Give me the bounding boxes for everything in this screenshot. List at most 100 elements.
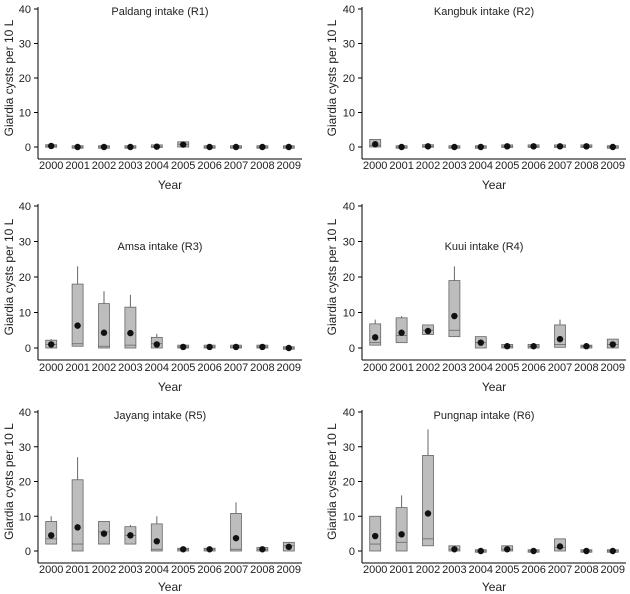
box-mean-dot — [285, 543, 292, 551]
box-mean-dot — [583, 343, 590, 350]
x-tick-label: 2006 — [521, 564, 545, 576]
x-tick-label: 2006 — [197, 160, 221, 172]
y-tick-label: 30 — [343, 237, 355, 249]
box-2000 — [369, 515, 382, 552]
box-mean-dot — [232, 143, 240, 151]
y-axis-label: Giardia cysts per 10 L — [2, 19, 16, 136]
box-2004 — [150, 516, 163, 552]
x-tick-label: 2000 — [39, 564, 63, 576]
y-tick-label: 30 — [19, 39, 31, 51]
x-tick-label: 2005 — [495, 564, 519, 576]
box-mean-dot — [556, 543, 564, 550]
box-2001 — [71, 457, 84, 552]
x-tick-label: 2009 — [601, 362, 625, 374]
box-mean-dot — [153, 143, 160, 150]
box-mean-dot — [504, 343, 511, 350]
box-2002 — [98, 521, 110, 545]
box-2001 — [395, 495, 408, 552]
box-2003 — [124, 143, 137, 151]
x-tick-label: 2002 — [92, 564, 116, 576]
box-2002 — [422, 324, 434, 335]
box-2002 — [98, 143, 110, 151]
box-2005 — [177, 141, 190, 148]
box-mean-dot — [206, 343, 213, 351]
box-iqr — [150, 523, 163, 552]
box-2007 — [230, 143, 242, 151]
x-tick-label: 2009 — [277, 564, 301, 576]
box-mean-dot — [100, 530, 108, 537]
x-tick-label: 2003 — [442, 564, 466, 576]
box-2004 — [474, 143, 487, 151]
box-2004 — [474, 336, 487, 349]
box-iqr — [124, 306, 137, 349]
x-tick-label: 2008 — [574, 564, 598, 576]
box-mean-dot — [127, 143, 134, 151]
box-mean-dot — [153, 538, 160, 545]
x-axis-label: Year — [158, 580, 182, 594]
box-2008 — [580, 143, 593, 150]
box-mean-dot — [206, 143, 213, 151]
x-tick-label: 2005 — [171, 564, 195, 576]
chart-title: Kuui intake (R4) — [445, 241, 524, 253]
chart-panel: 0 10 20 30 40 Amsa intake (R3) Giardia cysts p… — [2, 201, 302, 394]
box-mean-dot — [451, 143, 458, 151]
box-2008 — [580, 547, 593, 555]
x-tick-label: 2005 — [171, 160, 195, 172]
y-tick-label: 20 — [19, 73, 31, 85]
x-tick-label: 2000 — [363, 362, 387, 374]
y-axis-label: Giardia cysts per 10 L — [2, 218, 16, 335]
box-2007 — [554, 143, 566, 150]
x-tick-label: 2004 — [145, 362, 169, 374]
box-2003 — [448, 143, 461, 151]
x-tick-label: 2006 — [521, 160, 545, 172]
box-mean-dot — [504, 143, 511, 150]
x-tick-label: 2008 — [574, 160, 598, 172]
box-2004 — [150, 143, 163, 150]
x-tick-label: 2007 — [224, 362, 248, 374]
box-mean-dot — [372, 141, 379, 148]
x-tick-label: 2008 — [250, 160, 274, 172]
box-2009 — [282, 344, 295, 352]
y-tick-label: 10 — [19, 511, 31, 523]
box-2006 — [527, 143, 540, 150]
x-tick-label: 2002 — [416, 362, 440, 374]
box-mean-dot — [259, 343, 266, 351]
box-mean-dot — [259, 143, 266, 151]
y-tick-label: 10 — [19, 308, 31, 320]
box-mean-dot — [100, 329, 108, 336]
x-tick-label: 2007 — [224, 564, 248, 576]
y-tick-label: 0 — [349, 142, 355, 154]
y-tick-label: 30 — [343, 39, 355, 51]
y-tick-label: 40 — [19, 4, 31, 16]
box-mean-dot — [530, 143, 537, 150]
x-axis-label: Year — [158, 178, 182, 192]
chart-panel: 0 10 20 30 40 Jayang intake (R5) Giardia cysts… — [2, 407, 302, 594]
x-tick-label: 2000 — [363, 160, 387, 172]
box-mean-dot — [424, 327, 432, 335]
chart-title: Pungnap intake (R6) — [434, 410, 535, 422]
box-2003 — [448, 266, 461, 338]
box-mean-dot — [232, 343, 240, 351]
x-tick-label: 2007 — [548, 160, 572, 172]
box-2007 — [230, 502, 242, 552]
box-2000 — [369, 139, 382, 148]
box-2009 — [606, 143, 619, 151]
box-mean-dot — [556, 335, 564, 343]
chart-title: Paldang intake (R1) — [111, 6, 208, 18]
box-mean-dot — [206, 546, 213, 553]
box-mean-dot — [398, 329, 405, 336]
x-axis-label: Year — [158, 380, 182, 394]
box-2008 — [580, 343, 593, 350]
y-tick-label: 20 — [343, 272, 355, 284]
chart-panel: 0 10 20 30 40 Pungnap intake (R6) Giardia cyst… — [325, 407, 626, 594]
box-mean-dot — [180, 546, 187, 553]
x-tick-label: 2000 — [363, 564, 387, 576]
x-tick-label: 2006 — [197, 564, 221, 576]
box-2006 — [203, 343, 216, 351]
box-mean-dot — [74, 143, 81, 151]
box-mean-dot — [127, 532, 134, 539]
box-2006 — [527, 343, 540, 350]
box-mean-dot — [477, 143, 484, 151]
x-tick-label: 2002 — [92, 362, 116, 374]
box-mean-dot — [609, 341, 616, 348]
